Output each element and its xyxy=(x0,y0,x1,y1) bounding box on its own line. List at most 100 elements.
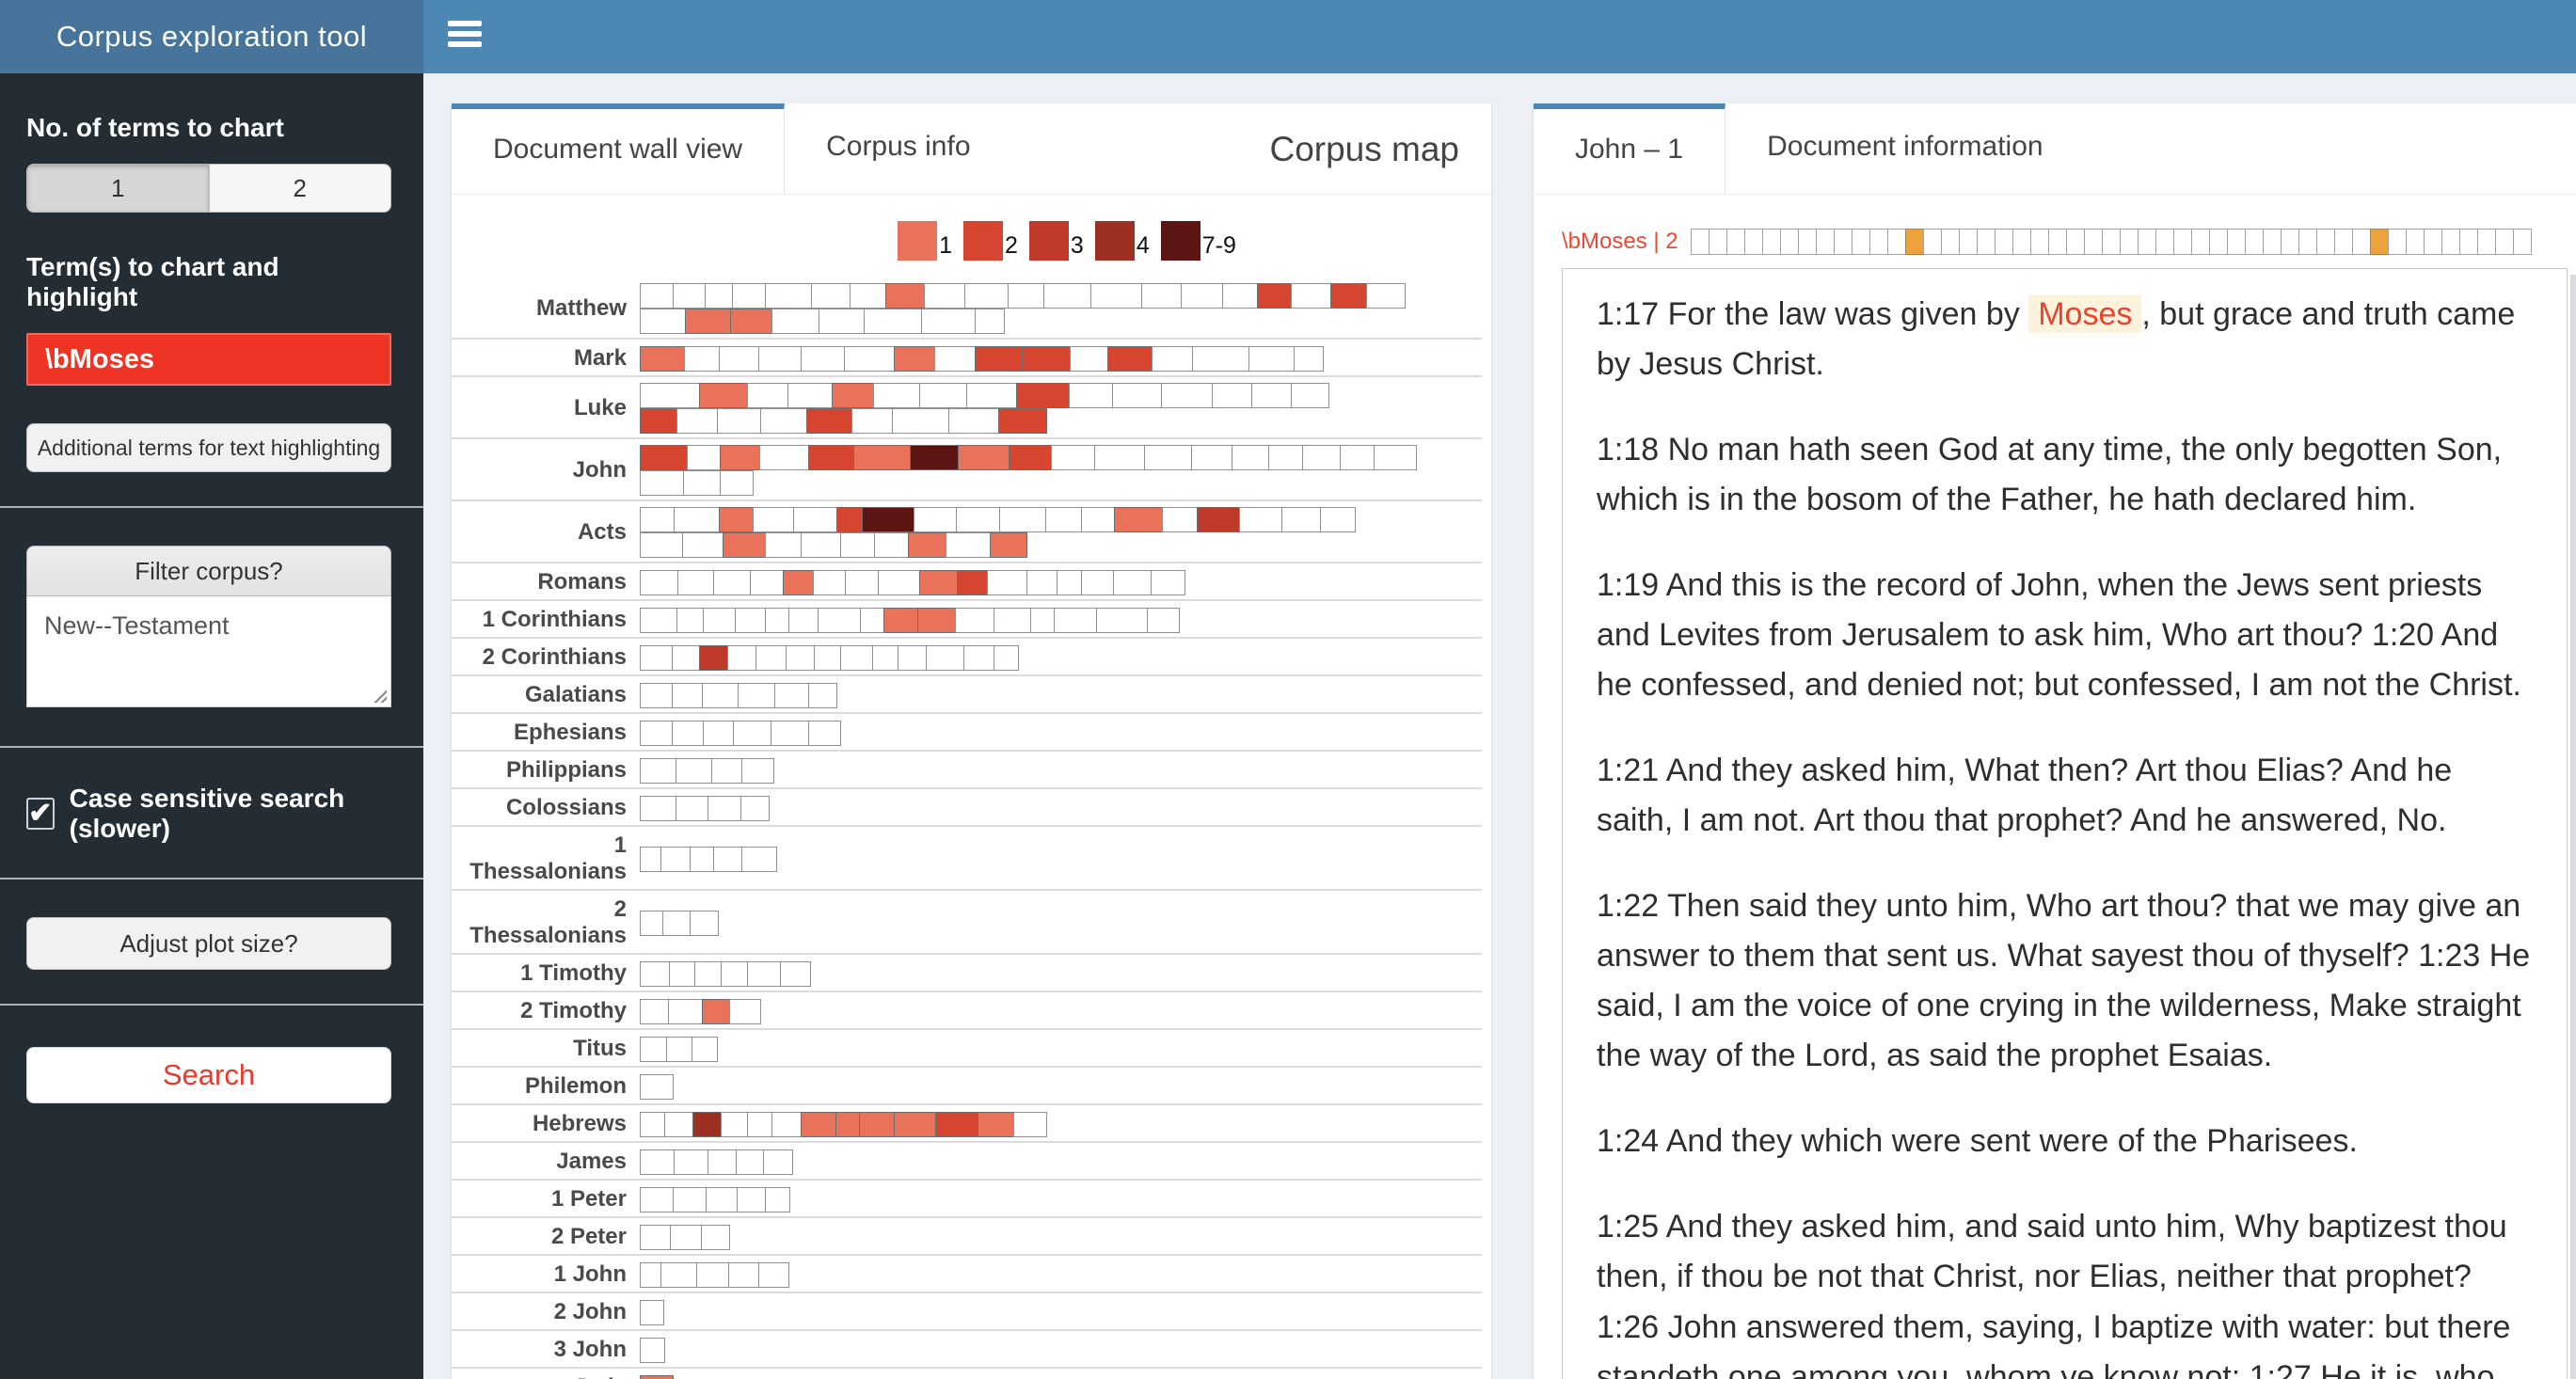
chapter-cell[interactable] xyxy=(1045,507,1082,532)
chapter-cell[interactable] xyxy=(801,1111,836,1137)
chapter-cell[interactable] xyxy=(894,345,935,372)
chapter-cell[interactable] xyxy=(1162,507,1198,532)
chapter-cell[interactable] xyxy=(682,532,724,558)
chapter-cell[interactable] xyxy=(1192,345,1249,372)
chapter-cell[interactable] xyxy=(1340,445,1375,470)
chapter-cell[interactable] xyxy=(1114,507,1163,532)
chapter-cell[interactable] xyxy=(1070,345,1108,372)
chapter-cell[interactable] xyxy=(873,383,920,408)
chapter-cell[interactable] xyxy=(765,283,812,309)
chapter-cell[interactable] xyxy=(1112,383,1162,408)
search-button[interactable]: Search xyxy=(26,1047,391,1103)
chapter-cell[interactable] xyxy=(727,644,756,671)
chapter-cell[interactable] xyxy=(640,1299,664,1325)
chapter-cell[interactable] xyxy=(640,1337,665,1363)
chapter-cell[interactable] xyxy=(666,1036,692,1062)
chapter-cell[interactable] xyxy=(640,309,686,334)
chapter-cell[interactable] xyxy=(1294,345,1324,372)
chapter-cell[interactable] xyxy=(964,283,1009,309)
chapter-cell[interactable] xyxy=(685,309,731,334)
chapter-cell[interactable] xyxy=(690,846,714,872)
chapter-cell[interactable] xyxy=(957,569,988,595)
chapter-cell[interactable] xyxy=(741,846,777,872)
chapter-cell[interactable] xyxy=(924,283,965,309)
chapter-cell[interactable] xyxy=(672,720,704,746)
chapter-cell[interactable] xyxy=(892,408,949,434)
chapter-cell[interactable] xyxy=(946,532,991,558)
chapter-cell[interactable] xyxy=(720,445,760,470)
chapter-cell[interactable] xyxy=(1374,445,1417,470)
chapter-cell[interactable] xyxy=(1320,507,1356,532)
chapter-cell[interactable] xyxy=(934,345,976,372)
chapter-cell[interactable] xyxy=(1069,383,1113,408)
chapter-cell[interactable] xyxy=(919,569,958,595)
chapter-cell[interactable] xyxy=(840,532,875,558)
chapter-cell[interactable] xyxy=(640,910,663,936)
chapter-cell[interactable] xyxy=(1054,607,1097,633)
chapter-cell[interactable] xyxy=(1291,283,1331,309)
chapter-cell[interactable] xyxy=(793,507,837,532)
chapter-cell[interactable] xyxy=(1268,445,1303,470)
chapter-cell[interactable] xyxy=(919,383,967,408)
chapter-cell[interactable] xyxy=(771,1111,802,1137)
chapter-cell[interactable] xyxy=(673,1186,707,1213)
chapter-cell[interactable] xyxy=(998,408,1047,434)
chapter-cell[interactable] xyxy=(728,1261,759,1288)
chapter-cell[interactable] xyxy=(1081,507,1115,532)
chapter-cell[interactable] xyxy=(750,569,784,595)
chapter-cell[interactable] xyxy=(741,757,774,784)
chapter-cell[interactable] xyxy=(1090,283,1142,309)
chapter-cell[interactable] xyxy=(958,445,1010,470)
chapter-cell[interactable] xyxy=(713,846,742,872)
chapter-cell[interactable] xyxy=(640,283,674,309)
chapter-cell[interactable] xyxy=(674,507,720,532)
chapter-cell[interactable] xyxy=(664,1111,693,1137)
chapter-cell[interactable] xyxy=(736,1149,764,1175)
chapter-cell[interactable] xyxy=(885,283,925,309)
chapter-cell[interactable] xyxy=(640,569,678,595)
chapter-cell[interactable] xyxy=(747,383,788,408)
chapter-cell[interactable] xyxy=(640,507,675,532)
chapter-cell[interactable] xyxy=(780,960,811,987)
chapter-cell[interactable] xyxy=(966,383,1017,408)
chapter-cell[interactable] xyxy=(717,408,761,434)
chapter-cell[interactable] xyxy=(755,644,787,671)
chapter-cell[interactable] xyxy=(864,309,922,334)
chapter-cell[interactable] xyxy=(677,569,714,595)
chapter-cell[interactable] xyxy=(801,345,845,372)
chapter-cell[interactable] xyxy=(696,1261,729,1288)
chapter-cell[interactable] xyxy=(1222,283,1258,309)
chapter-cell[interactable] xyxy=(676,757,712,784)
chapter-cell[interactable] xyxy=(708,1149,737,1175)
chapter-cell[interactable] xyxy=(640,1224,671,1250)
adjust-plot-size-button[interactable]: Adjust plot size? xyxy=(26,917,391,970)
chapter-cell[interactable] xyxy=(1232,445,1269,470)
chapter-cell[interactable] xyxy=(692,1111,722,1137)
chapter-cell[interactable] xyxy=(640,408,677,434)
chapter-cell[interactable] xyxy=(844,345,895,372)
chapter-cell[interactable] xyxy=(963,644,994,671)
chapter-cell[interactable] xyxy=(859,1111,895,1137)
chapter-cell[interactable] xyxy=(758,345,802,372)
chapter-cell[interactable] xyxy=(894,1111,936,1137)
chapter-cell[interactable] xyxy=(719,507,754,532)
chapter-cell[interactable] xyxy=(1366,283,1406,309)
chapter-cell[interactable] xyxy=(676,408,718,434)
term-input[interactable] xyxy=(26,333,391,386)
chapter-cell[interactable] xyxy=(1281,507,1321,532)
chapter-cell[interactable] xyxy=(872,644,898,671)
chapter-cell[interactable] xyxy=(672,644,700,671)
chapter-cell[interactable] xyxy=(690,910,719,936)
chapter-cell[interactable] xyxy=(835,1111,860,1137)
case-sensitive-checkbox[interactable]: ✔ xyxy=(26,798,55,830)
chapter-cell[interactable] xyxy=(711,757,742,784)
chapter-cell[interactable] xyxy=(1107,345,1153,372)
chapter-cell[interactable] xyxy=(721,1111,748,1137)
chapter-cell[interactable] xyxy=(987,569,1027,595)
chapter-cell[interactable] xyxy=(735,607,766,633)
chapter-cell[interactable] xyxy=(994,644,1019,671)
chapter-cell[interactable] xyxy=(640,1036,667,1062)
tab-john-1[interactable]: John – 1 xyxy=(1534,103,1726,194)
chapter-cell[interactable] xyxy=(1302,445,1341,470)
chapter-cell[interactable] xyxy=(699,383,748,408)
